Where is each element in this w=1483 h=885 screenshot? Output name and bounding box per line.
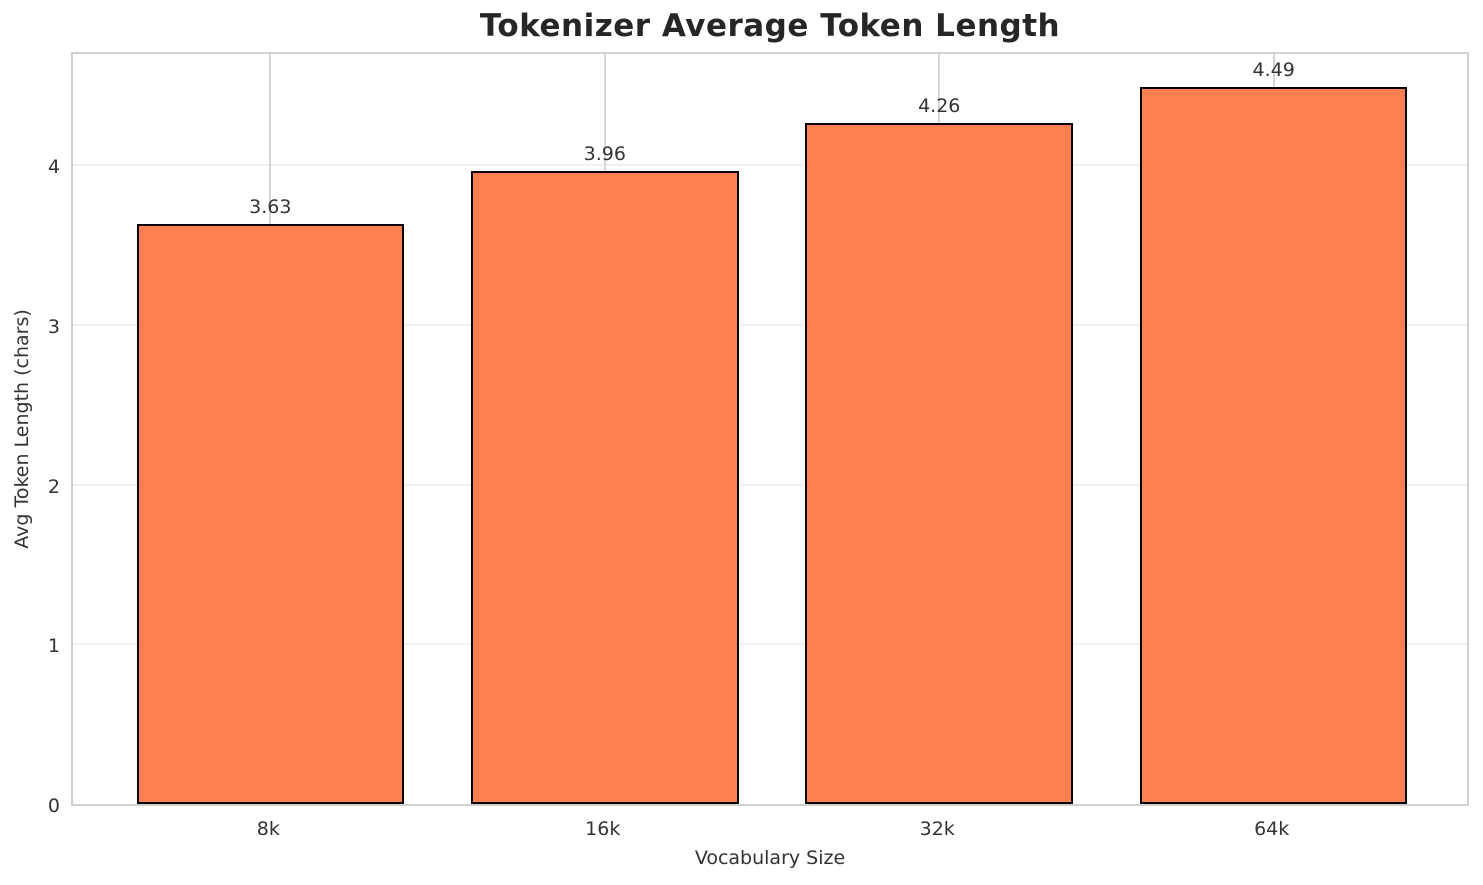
bar-8k bbox=[136, 224, 405, 804]
bars-layer: 3.63 3.96 4.26 4.49 bbox=[73, 54, 1467, 804]
y-tick-label: 3 bbox=[47, 315, 60, 338]
bar-value-label: 3.63 bbox=[249, 196, 292, 219]
bar-16k bbox=[470, 171, 739, 804]
y-axis-label: Avg Token Length (chars) bbox=[11, 309, 33, 549]
plot-area: 3.63 3.96 4.26 4.49 bbox=[71, 52, 1469, 806]
horizontal-gridline bbox=[73, 323, 1467, 326]
y-tick-label: 1 bbox=[47, 635, 60, 658]
x-axis-label: Vocabulary Size bbox=[694, 847, 846, 869]
horizontal-gridline bbox=[73, 164, 1467, 167]
bar-value-label: 4.49 bbox=[1252, 58, 1295, 81]
chart-title: Tokenizer Average Token Length bbox=[479, 8, 1061, 44]
bar-value-label: 4.26 bbox=[918, 95, 961, 118]
y-tick-label: 4 bbox=[47, 156, 60, 179]
bar-value-label: 3.96 bbox=[583, 143, 626, 166]
horizontal-gridline bbox=[73, 483, 1467, 486]
horizontal-gridline bbox=[73, 643, 1467, 646]
y-tick-label: 2 bbox=[47, 475, 60, 498]
bar-32k bbox=[805, 123, 1073, 804]
bar-64k bbox=[1139, 86, 1408, 804]
x-tick-label-8k: 8k bbox=[256, 818, 280, 840]
x-tick-label-64k: 64k bbox=[1254, 818, 1290, 840]
y-tick-label: 0 bbox=[47, 795, 60, 817]
x-tick-label-16k: 16k bbox=[585, 818, 621, 840]
x-tick-label-32k: 32k bbox=[919, 818, 955, 840]
